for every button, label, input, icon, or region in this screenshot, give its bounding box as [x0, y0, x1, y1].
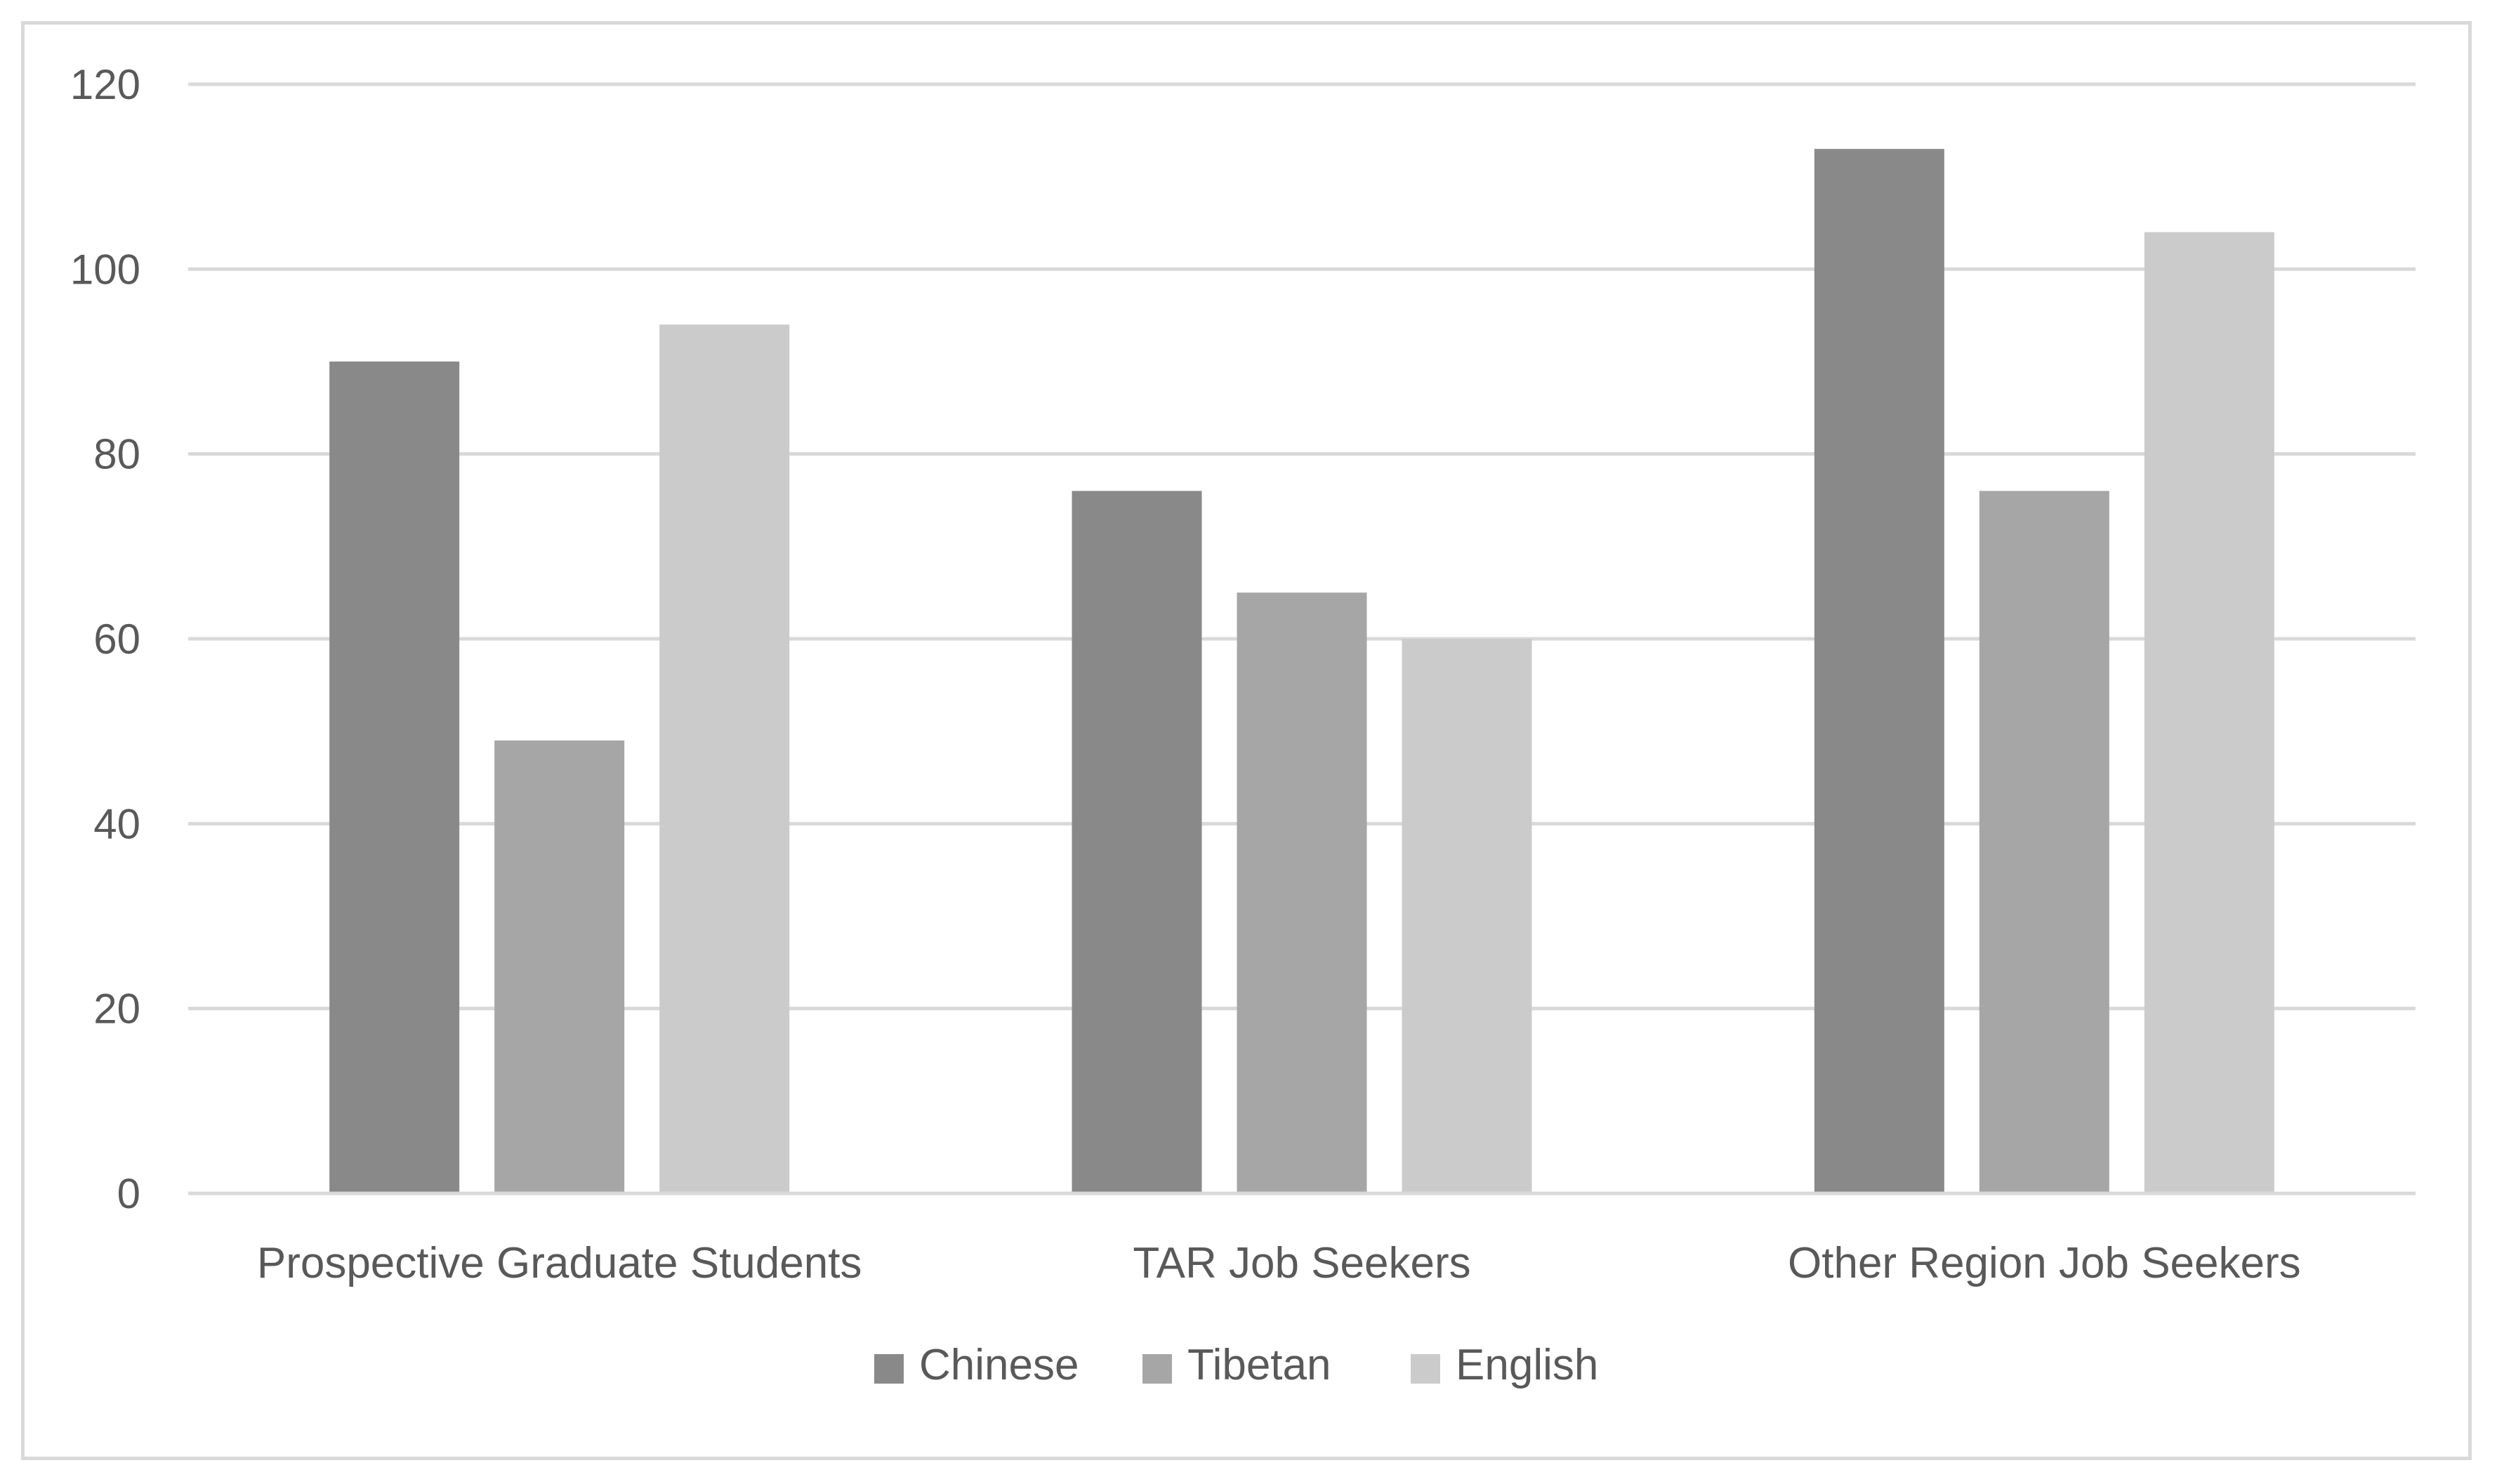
legend-label-english: English [1456, 1341, 1598, 1389]
legend-label-tibetan: Tibetan [1187, 1341, 1331, 1389]
bar-english-3 [2144, 232, 2274, 1194]
bar-tibetan-3 [1979, 491, 2109, 1193]
x-axis-category-labels: Prospective Graduate Students TAR Job See… [257, 1239, 2301, 1287]
bar-tibetan-2 [1237, 592, 1367, 1193]
bar-tibetan-1 [494, 740, 625, 1193]
y-axis-tick-labels: 0 20 40 60 80 100 120 [70, 61, 140, 1217]
y-tick-label: 120 [70, 61, 140, 108]
y-tick-label: 0 [117, 1170, 140, 1217]
y-tick-label: 40 [93, 800, 140, 847]
legend-swatch-tibetan [1142, 1354, 1172, 1384]
bar-english-1 [659, 324, 790, 1193]
legend-label-chinese: Chinese [919, 1341, 1079, 1389]
y-tick-label: 100 [70, 246, 140, 293]
y-tick-label: 80 [93, 431, 140, 478]
legend: Chinese Tibetan English [874, 1341, 1598, 1389]
bar-chinese-3 [1814, 149, 1944, 1194]
bar-english-2 [1402, 639, 1532, 1193]
legend-swatch-chinese [874, 1354, 904, 1384]
bars [329, 149, 2274, 1194]
y-tick-label: 60 [93, 616, 140, 663]
legend-swatch-english [1411, 1354, 1440, 1384]
x-category-label: Prospective Graduate Students [257, 1239, 862, 1287]
y-tick-label: 20 [93, 986, 140, 1033]
bar-chinese-1 [329, 362, 460, 1193]
x-category-label: TAR Job Seekers [1133, 1239, 1470, 1287]
x-category-label: Other Region Job Seekers [1788, 1239, 2301, 1287]
bar-chinese-2 [1072, 491, 1202, 1193]
